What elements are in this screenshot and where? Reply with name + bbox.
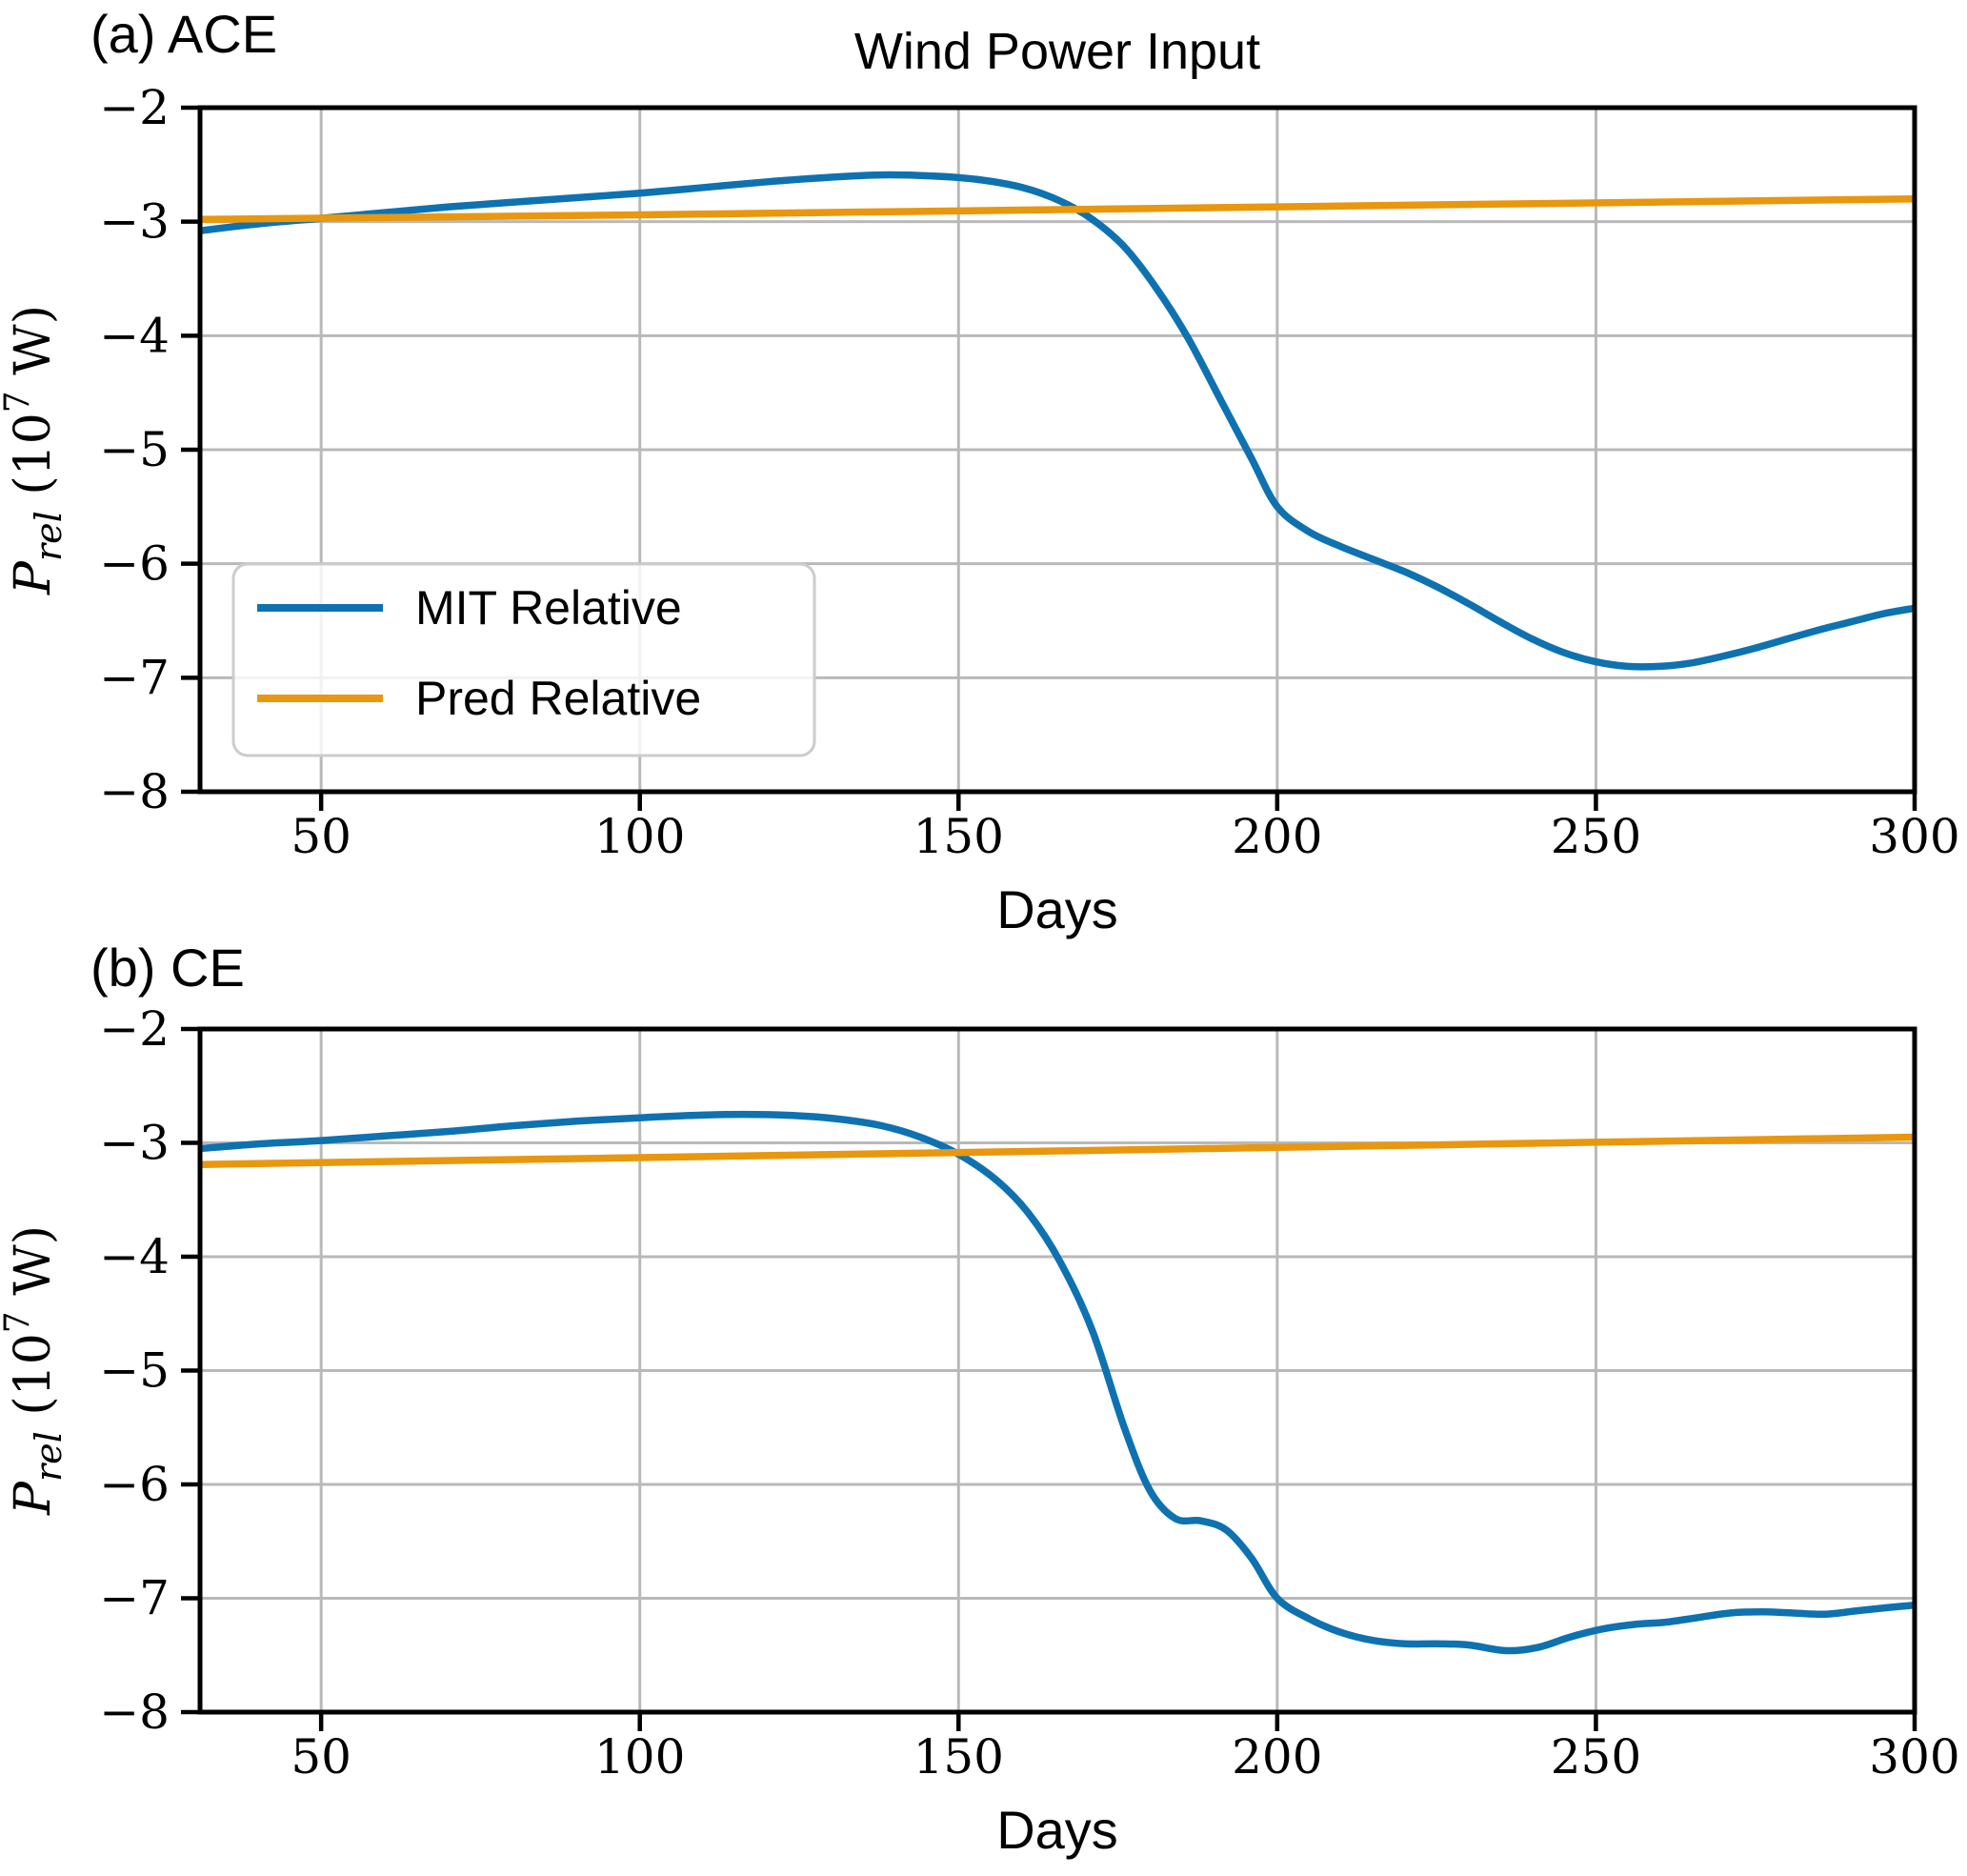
ticks: 50 100 150 200 250 300 −2 −3 −4 −5 −6 −7 −8 (99, 80, 1959, 864)
y-tick-label: −6 (99, 1457, 170, 1512)
x-tick-label: 200 (1232, 1729, 1322, 1785)
y-axis-label: Prel (107 W) (0, 1225, 70, 1516)
x-axis-label: Days (996, 1800, 1118, 1860)
legend-label: MIT Relative (415, 581, 682, 635)
x-tick-label: 50 (291, 1729, 351, 1785)
panel-a: 50 100 150 200 250 300 −2 −3 −4 −5 −6 −7 −8 (a) ACE Wi… (0, 4, 1960, 939)
panel-label: (a) ACE (90, 4, 277, 64)
y-tick-label: −5 (99, 1343, 170, 1399)
ticks: 50 100 150 200 250 300 −2 −3 −4 −5 −6 −7 −8 (99, 1001, 1959, 1785)
x-tick-label: 100 (594, 1729, 685, 1785)
legend: MIT Relative Pred Relative (231, 562, 816, 757)
legend-label: Pred Relative (415, 672, 701, 725)
x-axis-label: Days (996, 879, 1118, 939)
y-tick-label: −4 (99, 308, 170, 363)
y-tick-label: −5 (99, 422, 170, 477)
x-tick-label: 50 (291, 809, 351, 864)
x-tick-label: 300 (1869, 1729, 1959, 1785)
y-tick-label: −7 (99, 1571, 170, 1626)
panel-b: 50 100 150 200 250 300 −2 −3 −4 −5 −6 −7 −8 (b) CE Day… (0, 938, 1960, 1860)
curves (199, 171, 1916, 671)
mit-relative-curve (199, 1110, 1916, 1655)
y-tick-label: −3 (99, 1116, 170, 1171)
y-tick-label: −2 (99, 80, 170, 135)
y-tick-label: −2 (99, 1001, 170, 1057)
x-tick-label: 250 (1551, 1729, 1641, 1785)
x-tick-label: 250 (1551, 809, 1641, 864)
pred-relative-curve (199, 194, 1916, 224)
y-tick-label: −7 (99, 650, 170, 705)
x-tick-label: 100 (594, 809, 685, 864)
y-tick-label: −8 (99, 764, 170, 819)
mit-relative-curve (199, 171, 1916, 671)
curves (199, 1110, 1916, 1655)
pred-relative-curve (199, 1133, 1916, 1168)
y-axis-label: Prel (107 W) (0, 305, 70, 595)
y-tick-label: −8 (99, 1684, 170, 1740)
chart-title: Wind Power Input (854, 23, 1260, 80)
y-tick-label: −4 (99, 1229, 170, 1284)
legend-box (231, 562, 816, 757)
x-tick-label: 150 (913, 1729, 1004, 1785)
y-tick-label: −6 (99, 536, 170, 592)
x-tick-label: 300 (1869, 809, 1959, 864)
x-tick-label: 150 (913, 809, 1004, 864)
panel-label: (b) CE (90, 938, 245, 998)
y-tick-label: −3 (99, 194, 170, 250)
x-tick-label: 200 (1232, 809, 1322, 864)
